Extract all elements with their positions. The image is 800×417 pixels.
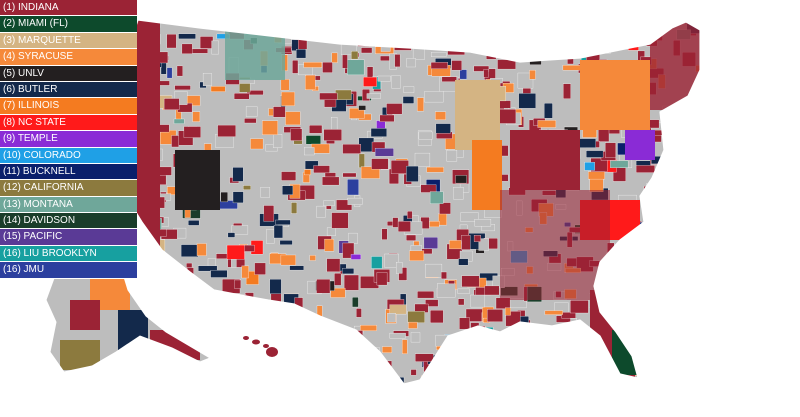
legend-item: (12) CALIFORNIA bbox=[0, 180, 137, 197]
legend-item: (10) COLORADO bbox=[0, 147, 137, 164]
legend-item: (16) LIU BROOKLYN bbox=[0, 245, 137, 263]
legend-item: (1) INDIANA bbox=[0, 0, 137, 17]
legend-item: (11) BUCKNELL bbox=[0, 163, 137, 181]
contiguous-us bbox=[114, 20, 700, 384]
legend-item: (14) DAVIDSON bbox=[0, 213, 137, 230]
legend-item: (3) MARQUETTE bbox=[0, 32, 137, 50]
legend-item: (8) NC STATE bbox=[0, 114, 137, 132]
legend-item: (13) MONTANA bbox=[0, 196, 137, 214]
hawaii bbox=[243, 336, 278, 357]
legend-item: (15) PACIFIC bbox=[0, 229, 137, 246]
legend-item: (16) JMU bbox=[0, 262, 137, 279]
legend-item: (2) MIAMI (FL) bbox=[0, 16, 137, 33]
legend-item: (7) ILLINOIS bbox=[0, 98, 137, 115]
legend-item: (4) SYRACUSE bbox=[0, 49, 137, 66]
legend-item: (9) TEMPLE bbox=[0, 131, 137, 148]
legend: (1) INDIANA (2) MIAMI (FL) (3) MARQUETTE (4… bbox=[0, 0, 137, 279]
legend-item: (6) BUTLER bbox=[0, 81, 137, 99]
legend-item: (5) UNLV bbox=[0, 65, 137, 82]
